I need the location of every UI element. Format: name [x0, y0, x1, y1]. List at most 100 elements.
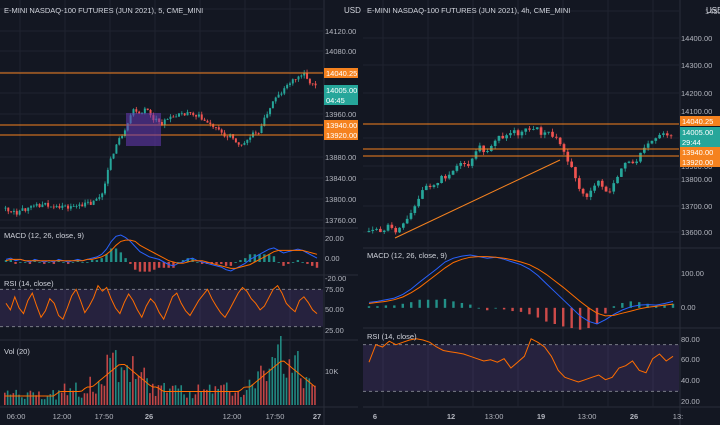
- candle-body: [183, 113, 186, 116]
- candle-body: [470, 158, 474, 166]
- candle-body: [314, 83, 317, 86]
- time-tick: 13:: [673, 412, 683, 421]
- candle-body: [493, 140, 497, 147]
- volume-bar: [89, 376, 91, 405]
- macd-histogram-bar: [114, 248, 118, 262]
- candle-body: [160, 121, 163, 126]
- candle-body: [209, 122, 212, 125]
- candle-body: [217, 127, 220, 130]
- candle-body: [7, 207, 10, 212]
- volume-bar: [166, 392, 168, 405]
- volume-bar: [208, 384, 211, 405]
- volume-bar: [92, 391, 94, 405]
- volume-bar: [149, 393, 151, 405]
- macd-tick: 0.00: [681, 303, 696, 312]
- volume-bar: [228, 391, 231, 405]
- price-tick: 13700.00: [681, 202, 712, 211]
- volume-bar: [206, 389, 208, 405]
- volume-label: Vol (20): [4, 347, 30, 356]
- macd-histogram-bar: [196, 262, 199, 263]
- volume-bar: [237, 390, 239, 405]
- volume-bar: [157, 385, 160, 405]
- volume-bar: [109, 357, 111, 405]
- candle-body: [163, 119, 166, 126]
- candle-body: [52, 206, 55, 208]
- pane-bg: [0, 276, 323, 340]
- candle-body: [642, 147, 646, 153]
- candle-body: [257, 132, 260, 134]
- volume-bar: [234, 392, 237, 405]
- price-tag-bg: [680, 137, 720, 147]
- macd-tick: 100.00: [681, 269, 704, 278]
- volume-bar: [69, 388, 72, 405]
- macd-histogram-bar: [14, 262, 17, 264]
- volume-bar: [280, 336, 282, 405]
- candle-body: [436, 182, 440, 186]
- candle-body: [106, 169, 109, 184]
- price-tick: 13800.00: [325, 195, 356, 204]
- volume-bar: [274, 358, 276, 405]
- volume-bar: [43, 399, 46, 405]
- macd-histogram-bar: [460, 302, 464, 308]
- macd-histogram-bar: [629, 301, 632, 308]
- macd-histogram-bar: [177, 262, 180, 263]
- candle-body: [401, 223, 405, 228]
- macd-histogram-bar: [418, 299, 421, 308]
- volume-bar: [83, 393, 86, 405]
- macd-histogram-bar: [248, 254, 252, 262]
- volume-bar: [217, 388, 220, 405]
- macd-signal-line: [368, 256, 674, 317]
- candle-body: [593, 185, 596, 191]
- candle-body: [311, 83, 314, 85]
- candle-body: [21, 208, 24, 211]
- macd-histogram-bar: [90, 260, 94, 262]
- volume-bar: [186, 397, 188, 405]
- macd-histogram-bar: [384, 305, 388, 308]
- candle-body: [12, 210, 15, 212]
- candle-body: [92, 200, 95, 205]
- candle-body: [38, 204, 41, 208]
- candle-body: [169, 116, 172, 120]
- volume-bar: [314, 385, 316, 405]
- candle-body: [409, 212, 413, 219]
- volume-bar: [86, 393, 89, 405]
- candle-body: [24, 208, 27, 211]
- price-tag-bg: [324, 68, 358, 78]
- volume-ma-line: [5, 360, 316, 397]
- macd-histogram-bar: [129, 262, 132, 264]
- macd-histogram-bar: [469, 304, 472, 308]
- volume-bar: [38, 391, 40, 405]
- volume-bar: [183, 394, 185, 405]
- volume-bar: [299, 378, 302, 405]
- volume-bar: [302, 388, 305, 405]
- candle-body: [669, 135, 673, 137]
- volume-bar: [35, 395, 37, 405]
- candle-body: [497, 135, 501, 141]
- macd-histogram-bar: [133, 262, 137, 270]
- candle-body: [95, 198, 98, 201]
- macd-tick: 0.00: [325, 254, 340, 263]
- volume-bar: [29, 390, 32, 405]
- candle-body: [263, 117, 266, 126]
- volume-bar: [254, 388, 256, 405]
- candle-body: [524, 128, 528, 132]
- candle-body: [64, 205, 67, 207]
- candle-body: [121, 135, 124, 139]
- rsi-line: [368, 338, 674, 383]
- macd-histogram-bar: [272, 256, 276, 262]
- candle-body: [49, 206, 52, 208]
- candle-body: [274, 97, 277, 102]
- candle-body: [432, 185, 436, 187]
- candle-body: [589, 190, 593, 197]
- volume-bar: [112, 352, 114, 405]
- volume-bar: [220, 385, 222, 405]
- volume-bar: [223, 384, 225, 405]
- price-tag-level: 13940.00: [326, 121, 357, 130]
- candle-body: [4, 207, 7, 209]
- price-tag-countdown: 04:45: [326, 96, 345, 105]
- series: [0, 69, 679, 405]
- range-box: [126, 113, 161, 146]
- candle-body: [520, 131, 524, 136]
- candle-body: [166, 119, 169, 120]
- candle-body: [547, 131, 551, 133]
